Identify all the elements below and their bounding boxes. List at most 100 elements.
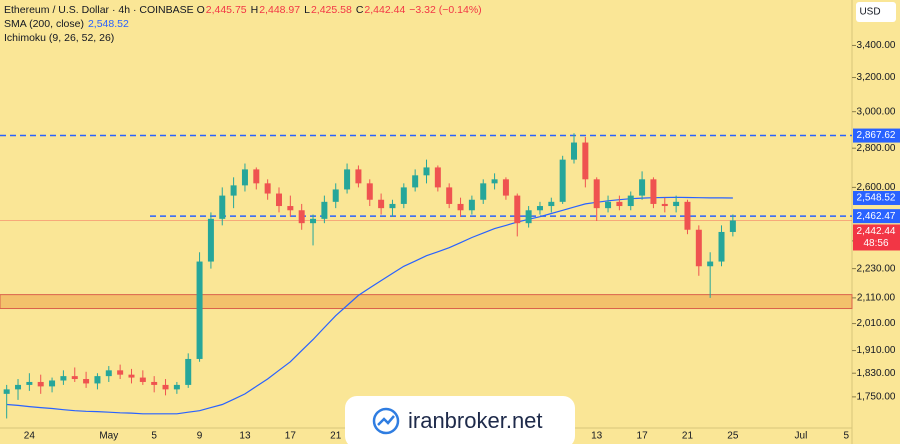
candle-body [684, 201, 691, 230]
price-line-tag: 2,462.47 [857, 211, 896, 222]
x-tick-label: 9 [197, 431, 203, 442]
candle-body [253, 169, 260, 184]
currency-button[interactable]: USD [859, 7, 880, 18]
candle-body [105, 370, 112, 377]
legend: Ethereum / U.S. Dollar · 4h · COINBASE O… [4, 3, 486, 45]
candle-body [582, 142, 589, 180]
candle-body [26, 381, 33, 385]
candle-body [502, 179, 509, 196]
indicator-name: Ichimoku (9, 26, 52, 26) [4, 32, 115, 44]
candle-body [139, 377, 146, 382]
candle-body [661, 203, 668, 207]
candle-body [241, 169, 248, 186]
x-tick-label: 21 [682, 431, 694, 442]
candle-body [287, 206, 294, 211]
x-tick-label: 24 [24, 431, 36, 442]
last-price-tag: 2,442.44 [857, 226, 896, 237]
candle-body [332, 189, 339, 202]
readout-key: L [304, 4, 310, 16]
readout-key: C [355, 4, 364, 16]
candle-body [480, 183, 487, 200]
candle-body [695, 229, 702, 267]
x-tick-label: 13 [591, 431, 603, 442]
candle-body [548, 201, 555, 207]
change: −3.32 (−0.14%) [409, 4, 482, 16]
candle-body [60, 376, 67, 381]
candle-body [117, 370, 124, 375]
candle-body [707, 261, 714, 267]
symbol-row: Ethereum / U.S. Dollar · 4h · COINBASE O… [4, 3, 486, 17]
candle-body [650, 179, 657, 204]
y-tick-label: 3,000.00 [857, 106, 896, 117]
last-price-tag-bg [853, 224, 900, 251]
y-tick-label: 3,400.00 [857, 40, 896, 51]
candle-body [400, 187, 407, 204]
watermark: iranbroker.net [345, 396, 575, 444]
readout-value: 2,442.44 [364, 4, 406, 16]
candle-body [559, 159, 566, 202]
sma-tag-bg [853, 190, 900, 205]
candle-body [718, 231, 725, 262]
candle-body [219, 195, 226, 219]
candle-body [3, 389, 10, 394]
x-tick-label: Jul [795, 431, 808, 442]
candle-body [196, 261, 203, 359]
candle-body [571, 142, 578, 160]
price-line-tag-bg [853, 128, 900, 143]
x-tick-label: 17 [637, 431, 649, 442]
candle-body [514, 195, 521, 224]
candle-body [49, 380, 56, 387]
price-line-tag: 2,867.62 [857, 130, 896, 141]
candle-body [71, 376, 78, 380]
readout-value: 2,448.97 [259, 4, 301, 16]
y-tick-label: 2,010.00 [857, 318, 896, 329]
candle-body [729, 220, 736, 232]
countdown: 48:56 [863, 238, 888, 249]
candle-body [457, 203, 464, 211]
sma-value: 2,548.52 [87, 18, 129, 30]
y-tick-label: 2,230.00 [857, 263, 896, 274]
candle-body [434, 167, 441, 188]
candle-body [344, 169, 351, 190]
candle-body [593, 179, 600, 209]
sma-name: SMA (200, close) [4, 18, 84, 30]
x-tick-label: 5 [151, 431, 157, 442]
x-tick-label: 21 [330, 431, 342, 442]
candle-body [536, 206, 543, 211]
candle-body [162, 384, 169, 390]
candle-body [83, 379, 90, 384]
candle-body [412, 175, 419, 188]
candle-body [491, 179, 498, 184]
y-tick-label: 1,910.00 [857, 345, 896, 356]
candle-body [173, 384, 180, 390]
candle-body [321, 201, 328, 219]
y-tick-label: 3,200.00 [857, 72, 896, 83]
watermark-icon [377, 415, 395, 426]
y-tick-label: 2,800.00 [857, 143, 896, 154]
candle-body [378, 199, 385, 209]
ohlc-readout: O2,445.75 H2,448.97 L2,425.58 C2,442.44 [197, 4, 410, 16]
candle-body [298, 210, 305, 224]
watermark-text: iranbroker.net [408, 408, 543, 433]
candle-body [673, 201, 680, 207]
candle-body [15, 384, 22, 390]
candle-body [37, 381, 44, 387]
readout-key: H [250, 4, 259, 16]
candle-body [355, 169, 362, 184]
y-tick-label: 2,110.00 [857, 293, 896, 304]
ichimoku-row: Ichimoku (9, 26, 52, 26) [4, 31, 486, 45]
candle-body [627, 195, 634, 207]
x-tick-label: 25 [727, 431, 739, 442]
candle-body [310, 218, 317, 224]
x-tick-label: 5 [844, 431, 850, 442]
x-tick-label: 17 [285, 431, 297, 442]
candle-body [128, 374, 135, 378]
price-line-tag-bg [853, 209, 900, 224]
candle-body [230, 185, 237, 196]
candle-body [207, 218, 214, 262]
sma-line [6, 196, 733, 415]
y-tick-label: 2,600.00 [857, 182, 896, 193]
candle-body [151, 381, 158, 385]
sma-tag: 2,548.52 [857, 193, 896, 204]
